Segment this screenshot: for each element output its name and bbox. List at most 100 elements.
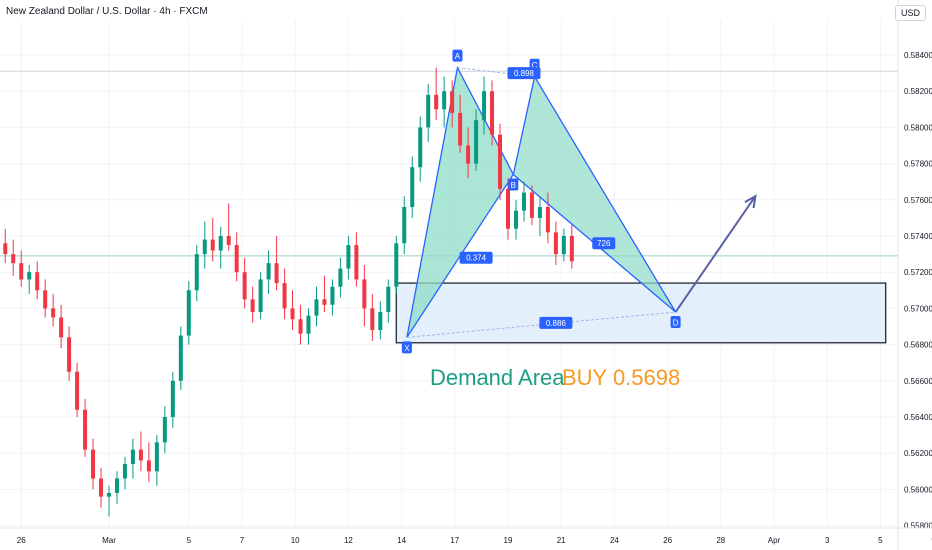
- candles: [3, 67, 574, 517]
- projection-arrow-head: [744, 194, 757, 209]
- candle-body: [513, 210, 518, 229]
- candle-body: [234, 245, 239, 273]
- x-tick-label[interactable]: 7: [240, 536, 245, 545]
- y-tick-label[interactable]: 0.57400: [904, 232, 932, 241]
- y-tick-label[interactable]: 0.56200: [904, 449, 932, 458]
- candle-body: [194, 254, 199, 291]
- candle-body: [43, 290, 48, 309]
- x-tick-label[interactable]: 21: [557, 536, 566, 545]
- candle-body: [314, 299, 319, 316]
- ac-leg: [457, 67, 535, 78]
- x-tick-label[interactable]: 24: [610, 536, 619, 545]
- y-tick-label[interactable]: 0.56000: [904, 485, 932, 494]
- projection-arrow-line: [674, 195, 757, 313]
- x-tick-label[interactable]: 28: [716, 536, 725, 545]
- pattern-point-b-badge: [508, 178, 519, 191]
- x-tick-label[interactable]: 17: [450, 536, 459, 545]
- candle-body: [266, 263, 271, 280]
- candle-body: [545, 207, 550, 233]
- y-tick-label[interactable]: 0.58400: [904, 51, 932, 60]
- candle-body: [258, 279, 263, 313]
- chart-title: New Zealand Dollar / U.S. Dollar · 4h · …: [6, 6, 208, 17]
- pattern-point-b-label: B: [511, 181, 516, 190]
- y-tick-label[interactable]: 0.56800: [904, 341, 932, 350]
- candle-body: [11, 254, 16, 264]
- candle-body: [450, 91, 455, 113]
- candle-body: [386, 286, 391, 313]
- x-axis[interactable]: 26Mar57101214171921242628Apr3591114: [0, 527, 932, 545]
- candle-body: [274, 263, 279, 284]
- candle-body: [59, 317, 64, 338]
- candle-body: [434, 94, 439, 110]
- candle-body: [51, 308, 56, 318]
- y-tick-label[interactable]: 0.58000: [904, 123, 932, 132]
- ratio-badge: [539, 316, 573, 329]
- pattern-point-a-label: A: [455, 52, 461, 61]
- candle-body: [569, 236, 574, 262]
- x-tick-label[interactable]: 19: [504, 536, 513, 545]
- x-tick-label[interactable]: 5: [878, 536, 883, 545]
- candle-body: [186, 290, 191, 336]
- candle-body: [346, 245, 351, 269]
- demand-zone-rect: [395, 282, 887, 344]
- currency-badge[interactable]: USD: [894, 5, 926, 21]
- y-tick-label[interactable]: 0.57200: [904, 268, 932, 277]
- candle-body: [306, 315, 311, 334]
- candle-body: [410, 167, 415, 208]
- candle-body: [3, 243, 8, 255]
- candle-body: [202, 239, 207, 255]
- candle-body: [298, 319, 303, 334]
- candle-body: [218, 236, 223, 251]
- candle-body: [394, 243, 399, 287]
- candle-body: [290, 308, 295, 320]
- candle-body: [474, 120, 479, 164]
- y-tick-label[interactable]: 0.57000: [904, 304, 932, 313]
- grid: [0, 20, 898, 528]
- candle-body: [35, 272, 40, 291]
- candle-body: [210, 239, 215, 251]
- y-tick-label[interactable]: 0.58200: [904, 87, 932, 96]
- candle-body: [442, 91, 447, 110]
- candle-body: [83, 409, 88, 450]
- y-tick-label[interactable]: 0.57800: [904, 160, 932, 169]
- candle-body: [99, 478, 104, 497]
- candle-body: [338, 268, 343, 287]
- candle-body: [418, 127, 423, 168]
- candle-body: [146, 460, 151, 472]
- x-tick-label[interactable]: 12: [344, 536, 353, 545]
- buy-price-label: BUY 0.5698: [562, 365, 680, 390]
- candle-body: [19, 263, 24, 280]
- x-tick-label[interactable]: 5: [187, 536, 192, 545]
- y-tick-label[interactable]: 0.57600: [904, 196, 932, 205]
- candle-body: [506, 188, 510, 229]
- ratio-badge: [507, 67, 541, 80]
- candle-body: [354, 245, 359, 280]
- y-axis[interactable]: 0.58400 0.58200 0.58000 0.57800 0.57600 0.574…: [897, 0, 932, 550]
- ratio-label: 0.886: [546, 319, 567, 328]
- x-tick-label[interactable]: 10: [291, 536, 300, 545]
- candle-body: [426, 94, 431, 128]
- candle-body: [91, 449, 96, 479]
- y-tick-label[interactable]: 0.56600: [904, 377, 932, 386]
- x-tick-label[interactable]: 26: [663, 536, 672, 545]
- x-tick-label[interactable]: Mar: [102, 536, 116, 545]
- candle-body: [250, 299, 255, 313]
- y-tick-label[interactable]: 0.56400: [904, 413, 932, 422]
- candle-body: [138, 449, 143, 461]
- x-tick-label[interactable]: Apr: [768, 536, 781, 545]
- candle-body: [130, 449, 135, 465]
- ratio-label: 0.374: [466, 254, 487, 263]
- x-tick-label[interactable]: 14: [397, 536, 406, 545]
- x-tick-label[interactable]: 26: [17, 536, 26, 545]
- x-tick-label[interactable]: 3: [825, 536, 830, 545]
- y-tick-label[interactable]: 0.55800: [904, 522, 932, 531]
- candle-body: [242, 272, 247, 300]
- candle-body: [67, 337, 72, 372]
- candle-body: [482, 91, 487, 121]
- pattern-overlay: X A B C D 0.374 0.898 0.886 726: [401, 49, 757, 354]
- pattern-point-a-badge: [452, 49, 463, 62]
- candle-body: [170, 380, 175, 417]
- candle-body: [114, 478, 119, 494]
